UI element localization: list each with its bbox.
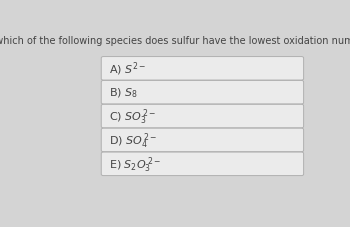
Text: In which of the following species does sulfur have the lowest oxidation number?: In which of the following species does s… (0, 36, 350, 46)
FancyBboxPatch shape (101, 81, 303, 104)
FancyBboxPatch shape (101, 105, 303, 128)
FancyBboxPatch shape (101, 152, 303, 176)
FancyBboxPatch shape (101, 57, 303, 81)
Text: E) $S_2O_3^{\,2-}$: E) $S_2O_3^{\,2-}$ (110, 154, 161, 174)
Text: B) $S_8$: B) $S_8$ (110, 86, 138, 100)
FancyBboxPatch shape (101, 129, 303, 152)
Text: A) $S^{2-}$: A) $S^{2-}$ (110, 60, 147, 78)
Text: C) $SO_3^{\,2-}$: C) $SO_3^{\,2-}$ (110, 107, 157, 126)
Text: D) $SO_4^{\,2-}$: D) $SO_4^{\,2-}$ (110, 131, 158, 150)
